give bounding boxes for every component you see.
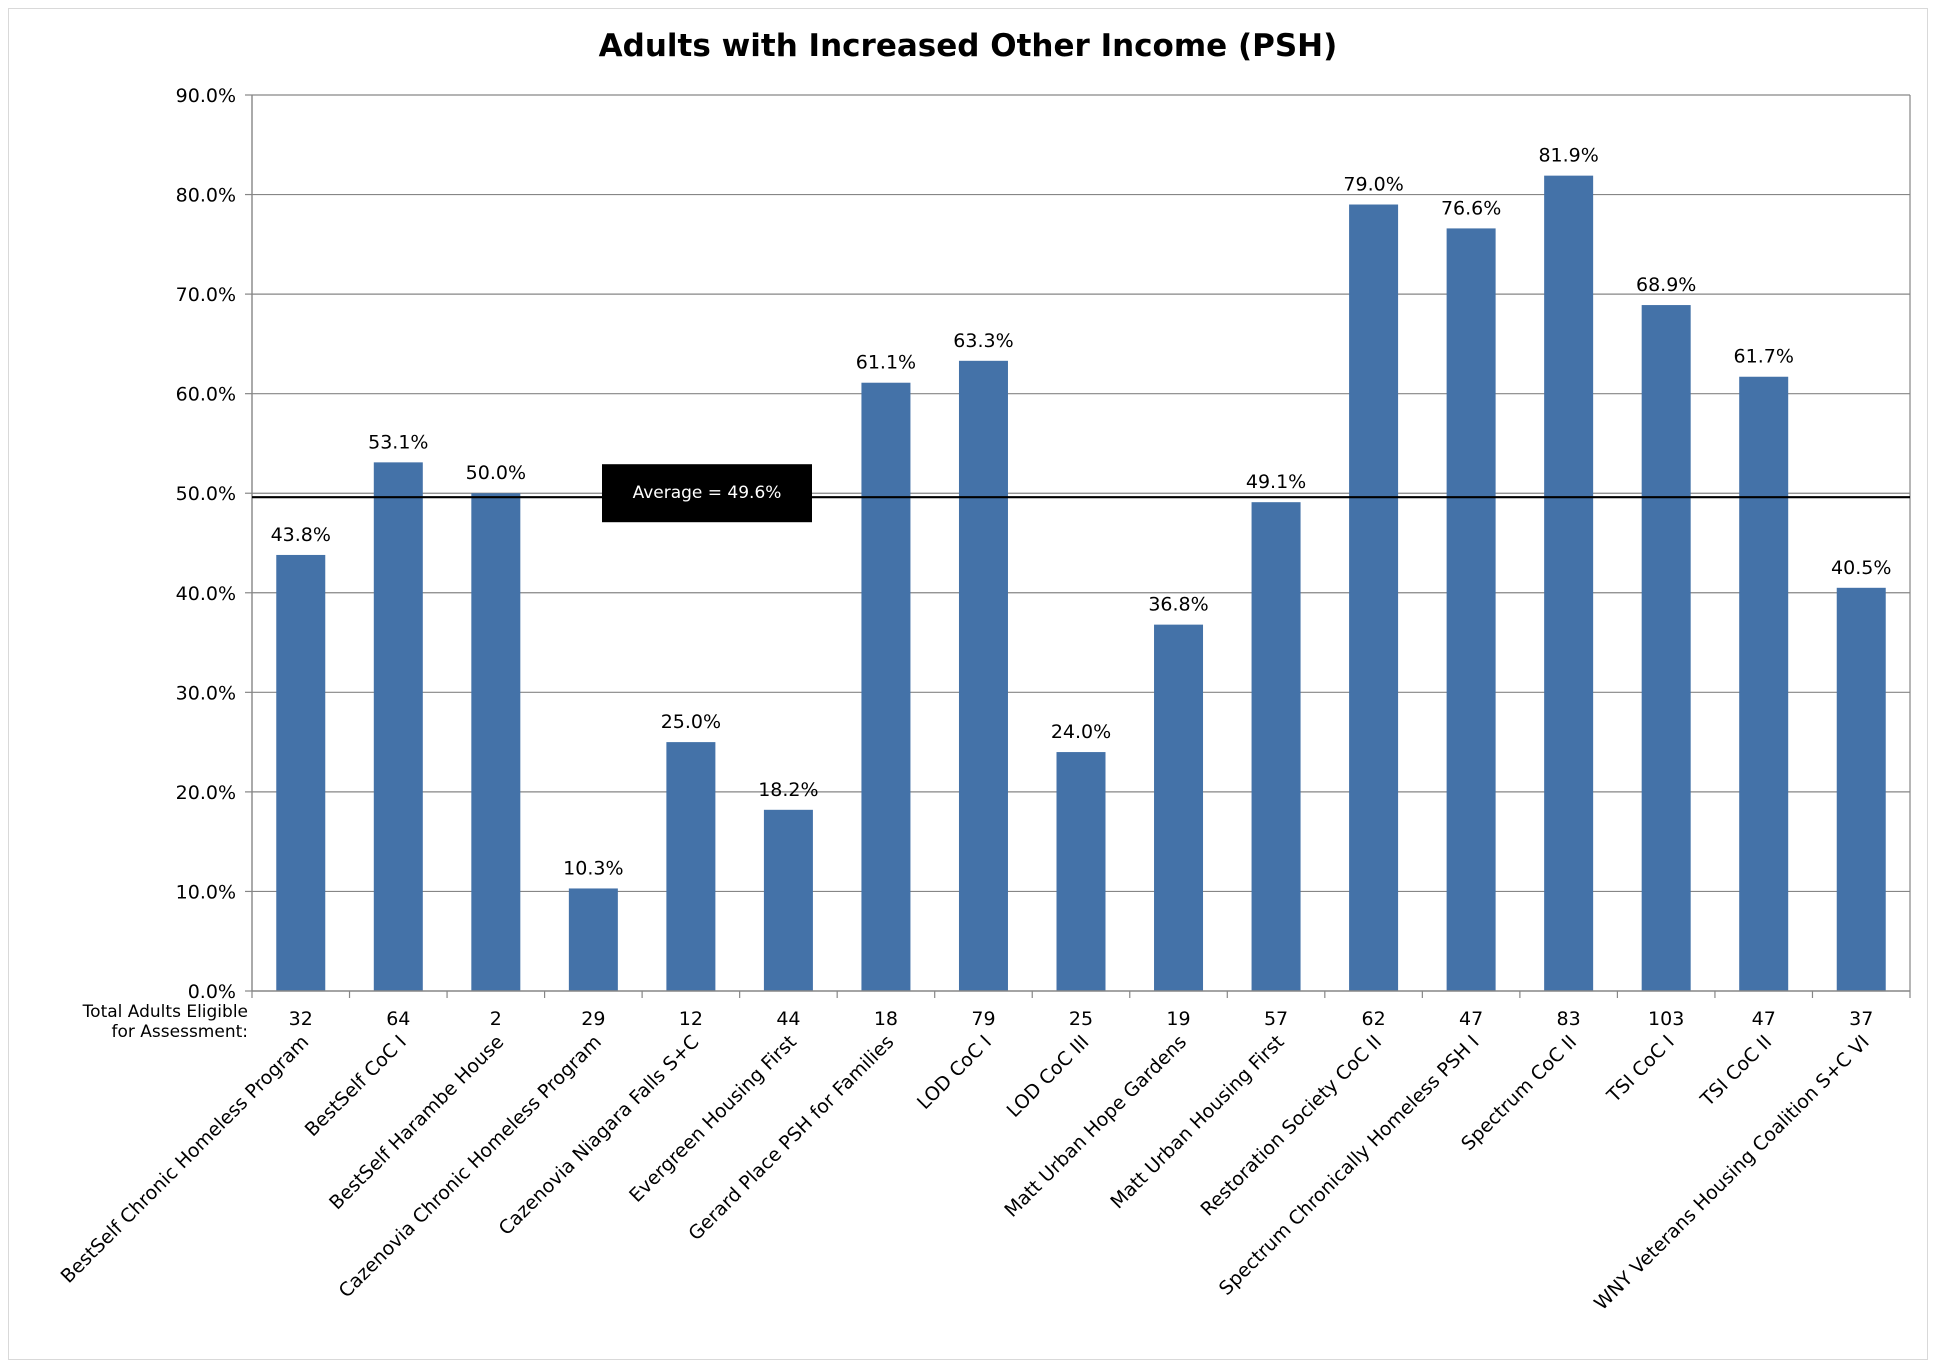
category-labels: BestSelf Chronic Homeless ProgramBestSel…: [57, 1031, 1874, 1315]
eligible-count: 12: [679, 1008, 703, 1030]
bar: [568, 888, 618, 991]
eligible-count: 47: [1752, 1008, 1776, 1030]
bar: [958, 360, 1008, 991]
bar: [666, 742, 716, 991]
data-label: 50.0%: [466, 462, 526, 484]
category-label: Matt Urban Housing First: [1106, 1031, 1288, 1213]
y-tick-label: 70.0%: [176, 284, 236, 306]
eligible-count: 64: [386, 1008, 410, 1030]
data-label: 18.2%: [758, 779, 818, 801]
data-label: 63.3%: [953, 330, 1013, 352]
category-label: BestSelf CoC I: [301, 1031, 411, 1141]
eligible-count: 29: [581, 1008, 605, 1030]
eligible-counts-row: Total Adults Eligible for Assessment: 32…: [82, 1002, 1874, 1042]
eligible-count: 2: [490, 1008, 502, 1030]
x-axis: [251, 95, 1911, 998]
bar: [1544, 175, 1594, 991]
eligible-count: 19: [1166, 1008, 1190, 1030]
data-label: 43.8%: [271, 524, 331, 546]
bar: [276, 554, 326, 991]
data-label: 36.8%: [1148, 594, 1208, 616]
data-label: 25.0%: [661, 711, 721, 733]
category-label: Gerard Place PSH for Families: [684, 1031, 898, 1245]
data-label: 68.9%: [1636, 274, 1696, 296]
category-label: TSI CoC II: [1696, 1031, 1776, 1111]
y-axis: 0.0% 10.0% 20.0% 30.0% 40.0% 50.0% 60.0% 70.0% 8…: [176, 85, 252, 1003]
y-tick-label: 20.0%: [176, 782, 236, 804]
bar: [861, 382, 911, 991]
eligible-count: 18: [874, 1008, 898, 1030]
counts-row-label-line1: Total Adults Eligible: [82, 1002, 248, 1022]
chart-title: Adults with Increased Other Income (PSH): [599, 28, 1338, 64]
category-label: LOD CoC III: [1003, 1031, 1094, 1122]
bar: [1349, 204, 1399, 991]
category-label: BestSelf Chronic Homeless Program: [57, 1031, 314, 1288]
category-label: TSI CoC I: [1602, 1031, 1678, 1107]
bar: [763, 809, 813, 991]
data-label: 24.0%: [1051, 721, 1111, 743]
eligible-count: 103: [1648, 1008, 1684, 1030]
data-label: 76.6%: [1441, 197, 1501, 219]
data-label: 53.1%: [368, 431, 428, 453]
data-label: 81.9%: [1538, 145, 1598, 167]
bar: [1641, 305, 1691, 991]
category-label: LOD CoC I: [913, 1031, 996, 1114]
eligible-count: 47: [1459, 1008, 1483, 1030]
gridlines: [252, 94, 1911, 991]
average-line-group: Average = 49.6%: [252, 464, 1910, 523]
eligible-count: 37: [1849, 1008, 1873, 1030]
average-label-box: [602, 464, 812, 523]
y-tick-label: 10.0%: [176, 881, 236, 903]
bar: [1251, 502, 1301, 991]
counts-row-label-line2: for Assessment:: [112, 1022, 248, 1042]
data-label: 10.3%: [563, 857, 623, 879]
bar: [1056, 752, 1106, 991]
data-label: 61.1%: [856, 352, 916, 374]
data-label: 79.0%: [1343, 174, 1403, 196]
y-tick-label: 60.0%: [176, 384, 236, 406]
category-label: BestSelf Harambe House: [325, 1031, 508, 1214]
category-label: Cazenovia Niagara Falls S+C: [495, 1031, 704, 1240]
data-label: 40.5%: [1831, 557, 1891, 579]
bar: [373, 462, 423, 991]
eligible-count: 44: [776, 1008, 800, 1030]
eligible-count: 79: [971, 1008, 995, 1030]
category-label: Restoration Society CoC II: [1197, 1031, 1387, 1221]
bar: [1836, 587, 1886, 991]
y-tick-label: 90.0%: [176, 85, 236, 107]
category-label: Matt Urban Hope Gardens: [1000, 1031, 1191, 1222]
average-label: Average = 49.6%: [633, 483, 782, 503]
y-tick-label: 30.0%: [176, 682, 236, 704]
data-label: 49.1%: [1246, 471, 1306, 493]
eligible-count: 25: [1069, 1008, 1093, 1030]
bars: 43.8% 53.1% 50.0% 10.3% 25.0% 18.2% 61.1% 63.3%…: [271, 145, 1891, 992]
eligible-count: 62: [1361, 1008, 1385, 1030]
y-tick-label: 80.0%: [176, 185, 236, 207]
category-label: Evergreen Housing First: [625, 1031, 801, 1207]
bar: [1739, 376, 1789, 992]
y-tick-label: 0.0%: [188, 981, 236, 1003]
bar: [1446, 228, 1496, 992]
y-tick-label: 50.0%: [176, 483, 236, 505]
data-label: 61.7%: [1734, 346, 1794, 368]
bar: [1154, 624, 1204, 991]
eligible-count: 57: [1264, 1008, 1288, 1030]
bar: [471, 493, 521, 991]
eligible-count: 32: [289, 1008, 313, 1030]
eligible-count: 83: [1557, 1008, 1581, 1030]
y-tick-label: 40.0%: [176, 583, 236, 605]
